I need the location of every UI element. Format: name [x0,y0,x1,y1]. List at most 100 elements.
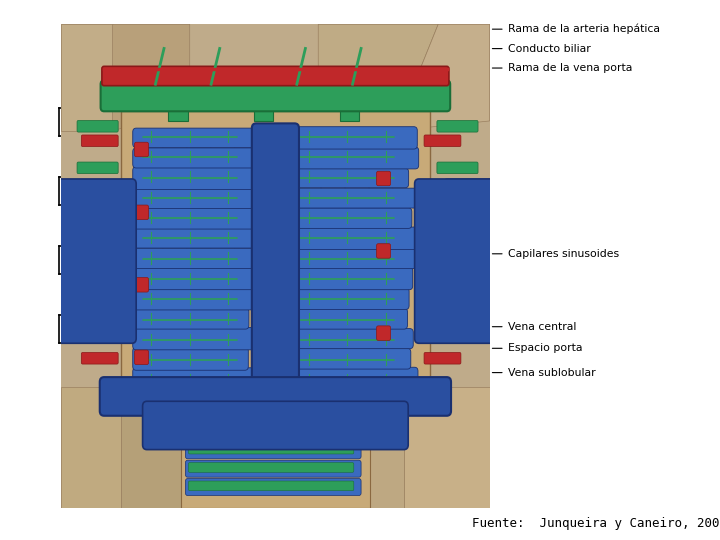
FancyBboxPatch shape [211,356,234,374]
FancyBboxPatch shape [346,255,369,272]
FancyBboxPatch shape [369,255,393,272]
FancyBboxPatch shape [163,316,186,333]
FancyBboxPatch shape [187,376,210,394]
FancyBboxPatch shape [187,214,210,232]
FancyBboxPatch shape [346,356,369,374]
Polygon shape [61,24,112,131]
FancyBboxPatch shape [292,188,417,208]
FancyBboxPatch shape [139,295,162,313]
FancyBboxPatch shape [77,120,118,132]
FancyBboxPatch shape [132,207,261,229]
FancyBboxPatch shape [77,328,118,340]
FancyBboxPatch shape [415,179,494,343]
FancyBboxPatch shape [139,376,162,394]
FancyBboxPatch shape [322,275,345,293]
FancyBboxPatch shape [322,356,345,374]
FancyBboxPatch shape [297,295,321,313]
FancyBboxPatch shape [139,174,162,191]
FancyBboxPatch shape [139,336,162,353]
FancyBboxPatch shape [187,336,210,353]
FancyBboxPatch shape [369,153,393,171]
Polygon shape [404,387,490,508]
FancyBboxPatch shape [77,245,118,256]
FancyBboxPatch shape [139,275,162,293]
FancyBboxPatch shape [292,308,408,329]
FancyBboxPatch shape [139,153,162,171]
FancyBboxPatch shape [322,174,345,191]
FancyBboxPatch shape [211,194,234,211]
FancyBboxPatch shape [322,194,345,211]
FancyBboxPatch shape [322,295,345,313]
FancyBboxPatch shape [292,168,409,188]
FancyBboxPatch shape [322,336,345,353]
FancyBboxPatch shape [369,356,393,374]
FancyBboxPatch shape [81,135,118,146]
FancyBboxPatch shape [132,368,261,390]
FancyBboxPatch shape [163,234,186,252]
FancyBboxPatch shape [132,148,260,168]
FancyBboxPatch shape [424,135,461,146]
FancyBboxPatch shape [163,153,186,171]
FancyBboxPatch shape [292,287,409,309]
FancyBboxPatch shape [297,376,321,394]
FancyBboxPatch shape [81,244,118,255]
FancyBboxPatch shape [135,350,148,364]
FancyBboxPatch shape [377,244,391,258]
Polygon shape [121,411,211,508]
FancyBboxPatch shape [132,228,256,248]
FancyBboxPatch shape [189,426,354,436]
FancyBboxPatch shape [211,255,234,272]
Text: Vena central: Vena central [492,322,576,332]
Polygon shape [181,401,369,508]
FancyBboxPatch shape [297,174,321,191]
FancyBboxPatch shape [322,376,345,394]
FancyBboxPatch shape [163,255,186,272]
FancyBboxPatch shape [139,356,162,374]
FancyBboxPatch shape [187,174,210,191]
FancyBboxPatch shape [437,204,478,215]
FancyBboxPatch shape [132,347,248,370]
FancyBboxPatch shape [322,255,345,272]
FancyBboxPatch shape [369,174,393,191]
Polygon shape [61,387,121,508]
FancyBboxPatch shape [445,222,500,239]
FancyBboxPatch shape [163,336,186,353]
FancyBboxPatch shape [297,214,321,232]
FancyBboxPatch shape [57,179,136,343]
FancyBboxPatch shape [187,194,210,211]
FancyBboxPatch shape [292,227,420,249]
Polygon shape [112,24,189,131]
FancyBboxPatch shape [292,388,408,410]
FancyBboxPatch shape [297,234,321,252]
Bar [181,411,369,508]
FancyBboxPatch shape [297,336,321,353]
FancyBboxPatch shape [100,377,451,416]
FancyBboxPatch shape [187,133,210,151]
FancyBboxPatch shape [50,309,98,326]
FancyBboxPatch shape [322,316,345,333]
FancyBboxPatch shape [369,336,393,353]
FancyBboxPatch shape [211,234,234,252]
FancyBboxPatch shape [445,309,500,326]
FancyBboxPatch shape [101,80,450,111]
FancyBboxPatch shape [135,142,148,157]
FancyBboxPatch shape [77,287,118,298]
FancyBboxPatch shape [132,287,253,310]
FancyBboxPatch shape [211,336,234,353]
FancyBboxPatch shape [139,255,162,272]
Text: Espacio porta: Espacio porta [492,343,582,353]
FancyBboxPatch shape [163,275,186,293]
FancyBboxPatch shape [187,234,210,252]
FancyBboxPatch shape [369,194,393,211]
FancyBboxPatch shape [424,353,461,364]
FancyBboxPatch shape [143,401,408,450]
FancyBboxPatch shape [445,266,500,283]
Polygon shape [318,24,438,131]
FancyBboxPatch shape [81,353,118,364]
FancyBboxPatch shape [292,367,418,390]
FancyBboxPatch shape [132,327,260,350]
Bar [254,106,274,121]
FancyBboxPatch shape [81,298,118,309]
FancyBboxPatch shape [369,316,393,333]
FancyBboxPatch shape [186,478,361,496]
